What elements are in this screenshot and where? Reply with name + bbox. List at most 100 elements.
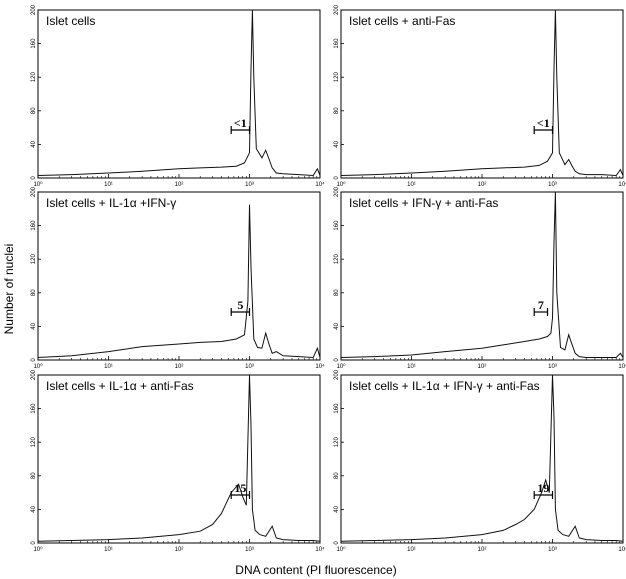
panel-title: Islet cells [46, 14, 95, 28]
y-tick-label: 120 [334, 254, 340, 265]
y-tick-label: 120 [31, 254, 37, 265]
x-axis-title: DNA content (PI fluorescence) [235, 563, 396, 577]
histogram-trace [340, 374, 624, 542]
panel-title: Islet cells + IL-1α + IFN-γ + anti-Fas [349, 379, 540, 393]
y-tick-label: 80 [31, 289, 37, 296]
y-tick-label: 80 [334, 107, 340, 114]
y-tick-label: 40 [31, 322, 37, 329]
x-tick-label: 10¹ [407, 364, 416, 370]
y-tick-label: 0 [334, 358, 340, 362]
x-tick-label: 10¹ [104, 182, 113, 188]
y-tick-label: 160 [334, 403, 340, 414]
y-tick-label: 40 [31, 140, 37, 147]
gate-label: 5 [237, 298, 243, 312]
x-tick-label: 10² [175, 364, 184, 370]
y-tick-label: 120 [334, 437, 340, 448]
histogram-panel-1: 0 40 80 120 160 200 10⁰ 10¹ 10² 10³ 10⁴ <1 Islet cel… [31, 4, 325, 188]
x-tick-label: 10⁰ [336, 546, 346, 553]
x-tick-label: 10¹ [407, 182, 416, 188]
gate-label: <1 [537, 116, 550, 130]
y-tick-label: 160 [334, 38, 340, 49]
y-tick-label: 0 [334, 176, 340, 180]
x-tick-label: 10⁰ [33, 546, 43, 553]
y-tick-label: 80 [31, 472, 37, 479]
x-tick-label: 10⁴ [315, 181, 325, 188]
x-tick-label: 10³ [245, 182, 254, 188]
y-tick-label: 160 [31, 403, 37, 414]
y-tick-label: 200 [334, 369, 340, 380]
y-tick-label: 80 [334, 289, 340, 296]
x-tick-label: 10⁴ [618, 181, 626, 188]
x-tick-label: 10⁴ [618, 546, 626, 553]
y-tick-label: 40 [334, 140, 340, 147]
histogram-panel-6: 0 40 80 120 160 200 10⁰ 10¹ 10² 10³ 10⁴ 19 Islet cel… [334, 369, 626, 553]
panel-title: Islet cells + IL-1α +IFN-γ [46, 196, 176, 210]
y-tick-label: 40 [334, 322, 340, 329]
histogram-trace [37, 374, 321, 542]
histogram-panel-2: 0 40 80 120 160 200 10⁰ 10¹ 10² 10³ 10⁴ <1 Islet cel… [334, 4, 626, 188]
y-tick-label: 0 [31, 541, 37, 545]
y-tick-label: 0 [31, 358, 37, 362]
panel-frame [340, 9, 624, 179]
panel-title: Islet cells + IL-1α + anti-Fas [46, 379, 194, 393]
x-tick-label: 10³ [548, 364, 557, 370]
x-tick-label: 10⁰ [33, 363, 43, 370]
x-tick-label: 10⁰ [33, 181, 43, 188]
x-tick-label: 10⁰ [336, 363, 346, 370]
y-tick-label: 0 [334, 541, 340, 545]
histogram-trace [37, 9, 321, 177]
histogram-trace [37, 204, 321, 359]
x-tick-label: 10³ [548, 182, 557, 188]
panel-title: Islet cells + anti-Fas [349, 14, 455, 28]
x-tick-label: 10³ [245, 364, 254, 370]
histogram-panel-3: 0 40 80 120 160 200 10⁰ 10¹ 10² 10³ 10⁴ 5 Islet cell… [31, 186, 325, 370]
histogram-panel-4: 0 40 80 120 160 200 10⁰ 10¹ 10² 10³ 10⁴ 7 Islet cell… [334, 186, 626, 370]
y-tick-label: 200 [334, 4, 340, 15]
x-tick-label: 10¹ [104, 364, 113, 370]
y-tick-label: 120 [31, 72, 37, 83]
x-tick-label: 10⁴ [618, 363, 626, 370]
y-tick-label: 40 [334, 505, 340, 512]
y-tick-label: 200 [31, 4, 37, 15]
x-tick-label: 10³ [245, 547, 254, 553]
y-tick-label: 160 [31, 38, 37, 49]
y-tick-label: 120 [31, 437, 37, 448]
y-tick-label: 160 [31, 220, 37, 231]
panel-frame [340, 374, 624, 544]
x-tick-label: 10² [175, 182, 184, 188]
x-tick-label: 10⁴ [315, 363, 325, 370]
x-tick-label: 10³ [548, 547, 557, 553]
gate-label: 7 [538, 298, 544, 312]
histogram-trace [340, 191, 624, 358]
x-tick-label: 10² [478, 547, 487, 553]
y-tick-label: 80 [334, 472, 340, 479]
panel-frame [37, 374, 321, 544]
y-tick-label: 200 [334, 186, 340, 197]
y-tick-label: 40 [31, 505, 37, 512]
x-tick-label: 10⁴ [315, 546, 325, 553]
x-tick-label: 10² [175, 547, 184, 553]
panel-frame [37, 9, 321, 179]
gate-label: <1 [234, 116, 247, 130]
x-tick-label: 10¹ [104, 547, 113, 553]
y-tick-label: 200 [31, 369, 37, 380]
y-tick-label: 80 [31, 107, 37, 114]
y-tick-label: 120 [334, 72, 340, 83]
panel-title: Islet cells + IFN-γ + anti-Fas [349, 196, 498, 210]
panel-frame [340, 191, 624, 361]
x-tick-label: 10⁰ [336, 181, 346, 188]
x-tick-label: 10² [478, 364, 487, 370]
gate-label: 19 [537, 481, 549, 495]
histogram-panel-5: 0 40 80 120 160 200 10⁰ 10¹ 10² 10³ 10⁴ 15 Islet cel… [31, 369, 325, 553]
y-tick-label: 160 [334, 220, 340, 231]
y-axis-title: Number of nuclei [2, 244, 16, 335]
y-tick-label: 0 [31, 176, 37, 180]
x-tick-label: 10¹ [407, 547, 416, 553]
x-tick-label: 10² [478, 182, 487, 188]
panel-frame [37, 191, 321, 361]
y-tick-label: 200 [31, 186, 37, 197]
histogram-trace [340, 9, 624, 177]
gate-label: 15 [234, 481, 246, 495]
